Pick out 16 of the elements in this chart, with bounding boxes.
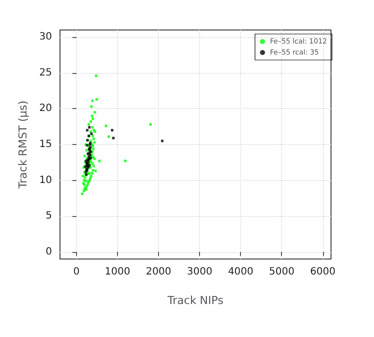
x-tick-label: 5000 xyxy=(269,266,294,278)
y-tick-label: 5 xyxy=(46,210,52,222)
y-axis-title: Track RMST (µs) xyxy=(16,100,30,190)
x-tick-label: 2000 xyxy=(146,266,172,278)
x-tick-label: 3000 xyxy=(186,266,212,278)
x-tick-label: 4000 xyxy=(228,266,254,278)
y-tick-label: 20 xyxy=(39,103,52,114)
y-tick-label: 30 xyxy=(39,32,52,43)
x-tick-label: 6000 xyxy=(310,266,336,278)
y-tick-label: 25 xyxy=(39,67,52,78)
y-tick-label: 15 xyxy=(39,139,52,150)
y-tick-label: 0 xyxy=(46,246,52,258)
x-tick-label: 0 xyxy=(73,266,80,278)
y-tick-label: 10 xyxy=(39,174,52,186)
x-axis-title: Track NIPs xyxy=(166,294,224,307)
x-tick-label: 1000 xyxy=(104,266,130,278)
